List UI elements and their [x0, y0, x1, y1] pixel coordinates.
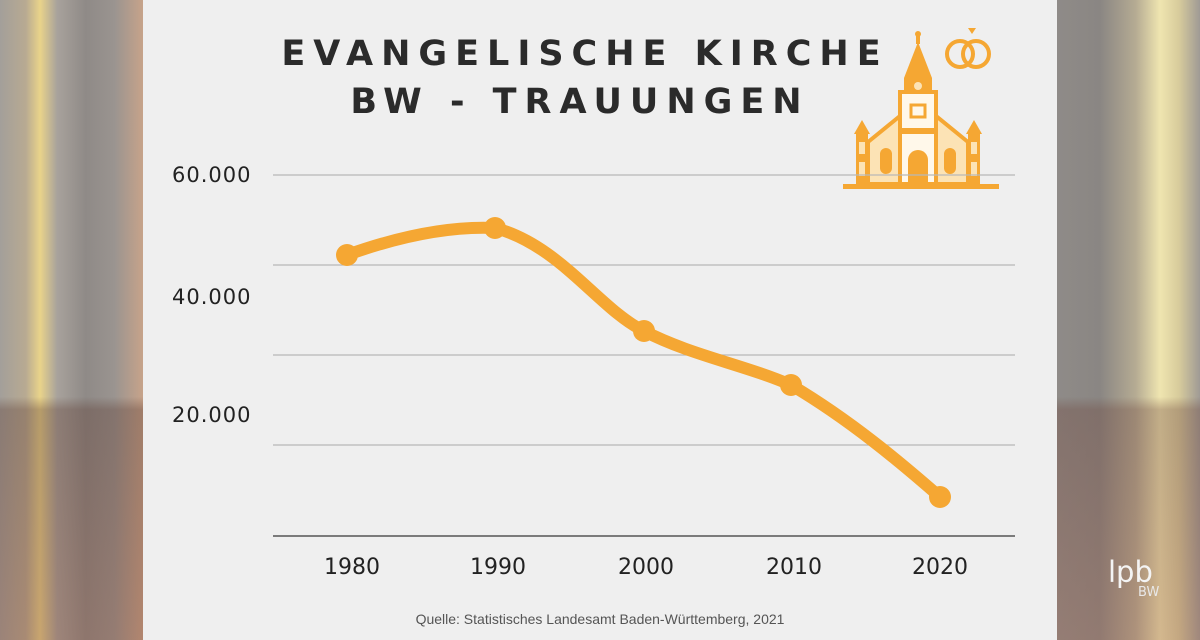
data-point-2020 [929, 486, 951, 508]
x-tick-label: 2000 [618, 555, 674, 580]
data-point-1990 [484, 217, 506, 239]
y-tick-label: 60.000 [172, 163, 252, 187]
data-line [341, 221, 946, 503]
x-tick-label: 2010 [766, 555, 822, 580]
chart-title-line-2: BW - TRAUUNGEN [350, 82, 810, 122]
data-point-2010 [780, 374, 802, 396]
logo-sub-text: BW [1138, 585, 1160, 600]
background-photo-right [1057, 0, 1200, 640]
chart-title-line-1: EVANGELISCHE KIRCHE [281, 34, 889, 74]
x-tick-label: 1980 [324, 555, 380, 580]
chart-title: EVANGELISCHE KIRCHE BW - TRAUUNGEN [143, 30, 1057, 126]
data-point-1980 [336, 244, 358, 266]
y-tick-label: 20.000 [172, 403, 252, 427]
background-photo-left [0, 0, 143, 640]
gridlines [273, 174, 1015, 446]
data-point-2000 [633, 320, 655, 342]
y-tick-label: 40.000 [172, 285, 252, 309]
logo-main-text: lpb [1108, 555, 1153, 589]
source-note: Quelle: Statistisches Landesamt Baden-Wü… [415, 611, 785, 627]
wedding-rings-icon [945, 28, 991, 69]
lpb-logo: lpb BW [1108, 557, 1159, 600]
x-tick-label: 2020 [912, 555, 968, 580]
x-tick-label: 1990 [470, 555, 526, 580]
data-points [336, 217, 951, 508]
